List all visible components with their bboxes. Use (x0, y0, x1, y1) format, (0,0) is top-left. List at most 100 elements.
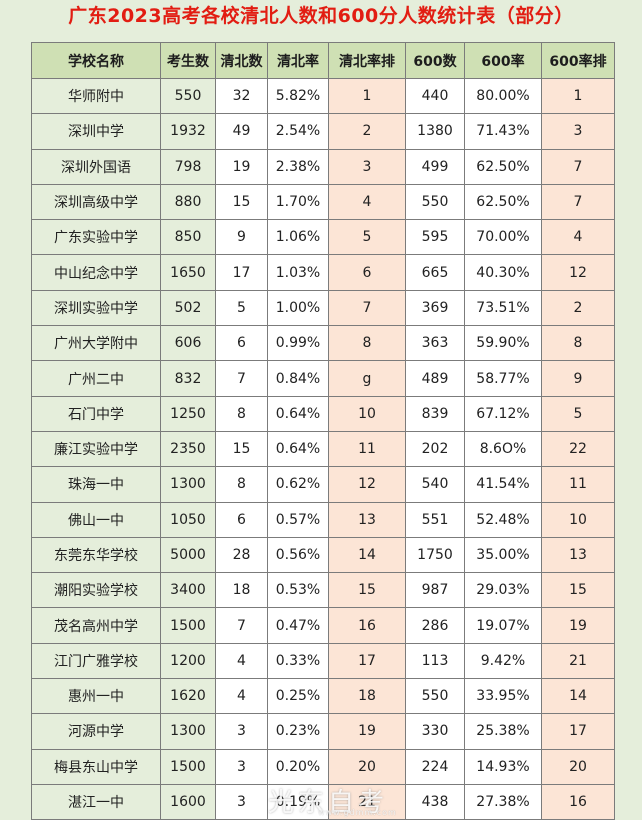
col-school-name-cell: 湛江一中 (31, 783, 161, 820)
col-600-rank-cell: 2 (541, 289, 615, 327)
col-qingbei-count-cell: 4 (215, 642, 268, 680)
col-qingbei-rank-cell: 6 (328, 254, 406, 291)
col-examinees-cell: 880 (160, 183, 216, 221)
col-examinees-cell: 1250 (160, 395, 216, 432)
col-qingbei-rate-cell: 0.47% (267, 607, 329, 644)
col-600-count-header: 600数 (405, 42, 465, 79)
col-600-rank-header: 600率排 (541, 42, 615, 79)
col-qingbei-rank-cell: 19 (328, 713, 406, 750)
col-qingbei-rank-cell: 1 (328, 77, 406, 115)
col-examinees-cell: 1200 (160, 642, 216, 680)
col-qingbei-rank-cell: 14 (328, 536, 406, 574)
col-qingbei-count-cell: 49 (215, 113, 268, 150)
table-row: 深圳外国语 798 19 2.38% 3 499 62.50% 7 (31, 148, 615, 185)
col-school-name-cell: 深圳高级中学 (31, 183, 161, 221)
col-school-name-cell: 廉江实验中学 (31, 430, 161, 468)
col-600-count-cell: 1750 (405, 536, 465, 574)
col-600-rank-cell: 13 (541, 536, 615, 574)
col-600-count-cell: 489 (405, 360, 465, 397)
col-600-rate-cell: 67.12% (464, 395, 542, 432)
col-600-rate-cell: 25.38% (464, 713, 542, 750)
col-qingbei-rate-cell: 0.33% (267, 642, 329, 680)
col-qingbei-rank-cell: 18 (328, 678, 406, 715)
table-header-row: 学校名称 考生数 清北数 清北率 清北率排 600数 600率 600率排 (31, 42, 615, 79)
col-qingbei-count-cell: 3 (215, 748, 268, 785)
table-row: 河源中学 1300 3 0.23% 19 330 25.38% 17 (31, 713, 615, 750)
col-qingbei-rate-cell: 0.53% (267, 572, 329, 609)
col-600-count-cell: 286 (405, 607, 465, 644)
col-qingbei-count-cell: 3 (215, 783, 268, 820)
col-600-rank-cell: 8 (541, 325, 615, 362)
col-600-count-cell: 369 (405, 289, 465, 327)
col-600-count-cell: 438 (405, 783, 465, 820)
col-600-count-cell: 440 (405, 77, 465, 115)
table-row: 潮阳实验学校 3400 18 0.53% 15 987 29.03% 15 (31, 572, 615, 609)
col-examinees-cell: 1932 (160, 113, 216, 150)
col-examinees-cell: 1300 (160, 466, 216, 503)
col-600-rate-cell: 41.54% (464, 466, 542, 503)
col-qingbei-count-cell: 7 (215, 360, 268, 397)
col-examinees-cell: 850 (160, 219, 216, 256)
col-qingbei-count-cell: 9 (215, 219, 268, 256)
col-qingbei-rank-cell: 4 (328, 183, 406, 221)
col-600-rank-cell: 15 (541, 572, 615, 609)
col-examinees-cell: 1500 (160, 748, 216, 785)
col-600-count-cell: 550 (405, 678, 465, 715)
col-qingbei-rank-cell: 17 (328, 642, 406, 680)
col-qingbei-count-cell: 28 (215, 536, 268, 574)
col-school-name-cell: 珠海一中 (31, 466, 161, 503)
col-qingbei-rate-cell: 0.84% (267, 360, 329, 397)
col-600-rank-cell: 7 (541, 183, 615, 221)
col-examinees-cell: 2350 (160, 430, 216, 468)
col-qingbei-count-cell: 15 (215, 430, 268, 468)
col-qingbei-count-header: 清北数 (215, 42, 268, 79)
col-qingbei-rank-cell: 10 (328, 395, 406, 432)
col-qingbei-rank-cell: 21 (328, 783, 406, 820)
table-row: 石门中学 1250 8 0.64% 10 839 67.12% 5 (31, 395, 615, 432)
col-600-rate-cell: 33.95% (464, 678, 542, 715)
col-school-name-cell: 深圳中学 (31, 113, 161, 150)
table-row: 深圳中学 1932 49 2.54% 2 1380 71.43% 3 (31, 113, 615, 150)
table-row: 茂名高州中学 1500 7 0.47% 16 286 19.07% 19 (31, 607, 615, 644)
col-examinees-cell: 5000 (160, 536, 216, 574)
col-600-count-cell: 499 (405, 148, 465, 185)
col-qingbei-rank-cell: 20 (328, 748, 406, 785)
col-examinees-cell: 1050 (160, 501, 216, 538)
col-qingbei-rate-cell: 1.70% (267, 183, 329, 221)
col-600-count-cell: 595 (405, 219, 465, 256)
table-row: 华师附中 550 32 5.82% 1 440 80.00% 1 (31, 77, 615, 115)
col-qingbei-rate-cell: 2.54% (267, 113, 329, 150)
col-qingbei-rate-cell: 0.56% (267, 536, 329, 574)
col-600-rank-cell: 22 (541, 430, 615, 468)
col-qingbei-rate-cell: 0.20% (267, 748, 329, 785)
col-600-rate-cell: 52.48% (464, 501, 542, 538)
col-school-name-cell: 江门广雅学校 (31, 642, 161, 680)
col-school-name-cell: 中山纪念中学 (31, 254, 161, 291)
col-600-count-cell: 987 (405, 572, 465, 609)
col-qingbei-rate-header: 清北率 (267, 42, 329, 79)
table-row: 珠海一中 1300 8 0.62% 12 540 41.54% 11 (31, 466, 615, 503)
col-school-name-cell: 惠州一中 (31, 678, 161, 715)
col-600-rate-cell: 8.6O% (464, 430, 542, 468)
col-600-rank-cell: 5 (541, 395, 615, 432)
col-school-name-cell: 东莞东华学校 (31, 536, 161, 574)
col-qingbei-rate-cell: 2.38% (267, 148, 329, 185)
col-qingbei-rank-cell: 7 (328, 289, 406, 327)
col-600-count-cell: 363 (405, 325, 465, 362)
table-body: 华师附中 550 32 5.82% 1 440 80.00% 1 深圳中学 1932 49 2.54%… (31, 77, 615, 820)
col-600-rate-cell: 14.93% (464, 748, 542, 785)
col-school-name-cell: 石门中学 (31, 395, 161, 432)
col-examinees-cell: 798 (160, 148, 216, 185)
table-row: 广州二中 832 7 0.84% g 489 58.77% 9 (31, 360, 615, 397)
col-qingbei-count-cell: 4 (215, 678, 268, 715)
col-600-count-cell: 330 (405, 713, 465, 750)
col-600-rank-cell: 14 (541, 678, 615, 715)
col-600-rank-cell: 19 (541, 607, 615, 644)
col-qingbei-rank-cell: 13 (328, 501, 406, 538)
col-school-name-cell: 广州二中 (31, 360, 161, 397)
col-school-name-cell: 潮阳实验学校 (31, 572, 161, 609)
col-qingbei-rate-cell: 0.25% (267, 678, 329, 715)
col-qingbei-rank-cell: g (328, 360, 406, 397)
col-600-count-cell: 839 (405, 395, 465, 432)
table-row: 廉江实验中学 2350 15 0.64% 11 202 8.6O% 22 (31, 430, 615, 468)
